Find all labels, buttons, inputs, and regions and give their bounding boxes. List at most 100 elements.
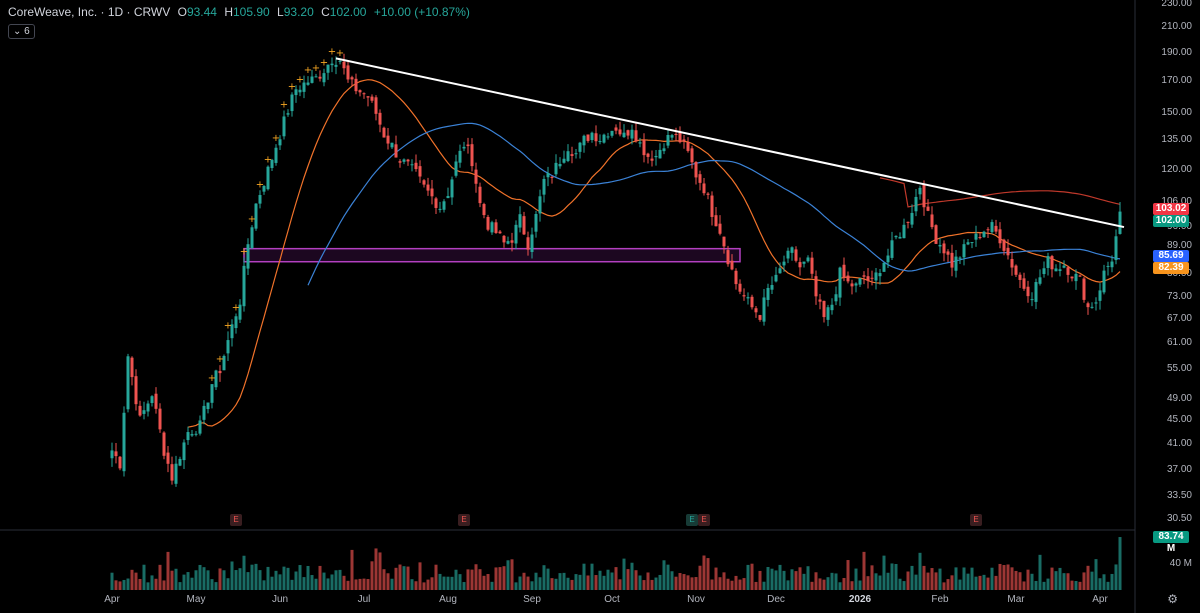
- volume-bar: [818, 578, 822, 590]
- volume-bar: [270, 576, 274, 590]
- volume-bar: [742, 578, 746, 590]
- volume-bar: [894, 564, 898, 590]
- candle: [898, 236, 902, 239]
- volume-bar: [202, 567, 206, 590]
- earnings-marker[interactable]: E: [230, 514, 242, 526]
- price-tick-label: 230.00: [1161, 0, 1192, 10]
- candle: [1006, 247, 1010, 256]
- volume-bar: [902, 581, 906, 590]
- candle: [378, 112, 382, 125]
- volume-bar: [1074, 580, 1078, 590]
- time-tick-label: Oct: [604, 594, 620, 605]
- candle: [362, 93, 366, 95]
- volume-bar: [306, 565, 310, 590]
- volume-bar: [1050, 567, 1054, 590]
- time-tick-label: Nov: [687, 594, 705, 605]
- candle: [994, 225, 998, 232]
- volume-bar: [722, 572, 726, 590]
- candle: [242, 265, 246, 307]
- candle: [666, 134, 670, 146]
- price-tick-label: 45.00: [1166, 414, 1192, 426]
- candle: [194, 433, 198, 435]
- volume-bar: [1058, 567, 1062, 590]
- volume-bar: [774, 570, 778, 590]
- earnings-marker[interactable]: E: [970, 514, 982, 526]
- volume-bar: [342, 575, 346, 590]
- settings-gear-icon[interactable]: ⚙: [1167, 592, 1178, 606]
- candle: [1014, 265, 1018, 275]
- candle: [826, 307, 830, 320]
- candle: [662, 148, 666, 152]
- candle: [414, 162, 418, 170]
- candle: [1046, 256, 1050, 268]
- candle: [506, 241, 510, 244]
- volume-bar: [118, 581, 122, 590]
- volume-bar: [826, 577, 830, 590]
- volume-bar: [814, 572, 818, 590]
- indicator-count: 6: [24, 26, 30, 37]
- volume-bar: [358, 578, 362, 590]
- candle: [490, 222, 494, 233]
- volume-bar: [782, 570, 786, 590]
- price-tick-label: 106.00: [1161, 195, 1192, 207]
- volume-bar: [598, 570, 602, 590]
- earnings-marker[interactable]: E: [698, 514, 710, 526]
- volume-bar: [606, 569, 610, 590]
- candle: [602, 134, 606, 143]
- candle: [174, 463, 178, 484]
- volume-bar: [254, 563, 258, 590]
- candle: [862, 275, 866, 277]
- volume-axis-label: 40 M: [1169, 558, 1192, 569]
- candle: [498, 231, 502, 234]
- volume-bar: [110, 572, 114, 590]
- volume-bar: [658, 574, 662, 590]
- volume-bar: [674, 576, 678, 590]
- volume-bar: [1006, 564, 1010, 590]
- volume-bar: [346, 580, 350, 590]
- candle: [326, 64, 330, 73]
- candle: [162, 432, 166, 456]
- volume-bar: [278, 574, 282, 590]
- volume-bar: [1082, 572, 1086, 590]
- volume-bar: [518, 576, 522, 590]
- volume-bar: [926, 572, 930, 590]
- volume-bar: [234, 570, 238, 590]
- volume-bar: [494, 567, 498, 590]
- candle: [622, 132, 626, 138]
- volume-bar: [734, 575, 738, 590]
- volume-bar: [522, 572, 526, 590]
- candle: [262, 185, 266, 192]
- volume-bar: [906, 571, 910, 590]
- earnings-marker[interactable]: E: [686, 514, 698, 526]
- candle: [390, 142, 394, 148]
- indicator-count-badge[interactable]: ⌄ 6: [8, 24, 35, 39]
- symbol-title[interactable]: CoreWeave, Inc. · 1D · CRWV: [8, 5, 171, 19]
- candle: [950, 252, 954, 268]
- chevron-down-icon: ⌄: [13, 26, 22, 37]
- candle: [222, 355, 226, 371]
- candle: [254, 203, 258, 229]
- volume-bar: [442, 576, 446, 590]
- volume-bar: [994, 575, 998, 590]
- volume-bar: [502, 566, 506, 590]
- candle: [178, 458, 182, 466]
- candle: [566, 151, 570, 161]
- volume-bar: [910, 565, 914, 590]
- high-value: 105.90: [233, 5, 270, 19]
- candle: [746, 297, 750, 299]
- signal-marker: +: [216, 354, 224, 365]
- candle: [430, 188, 434, 197]
- candle: [1114, 236, 1118, 261]
- volume-bar: [1030, 573, 1034, 590]
- candle: [858, 278, 862, 285]
- time-tick-label: Sep: [523, 594, 541, 605]
- volume-bar: [950, 575, 954, 590]
- candle: [258, 195, 262, 204]
- close-label: C: [321, 5, 330, 19]
- volume-bar: [170, 570, 174, 590]
- earnings-marker[interactable]: E: [458, 514, 470, 526]
- candle: [558, 163, 562, 167]
- candle: [338, 60, 342, 62]
- volume-bar: [410, 579, 414, 590]
